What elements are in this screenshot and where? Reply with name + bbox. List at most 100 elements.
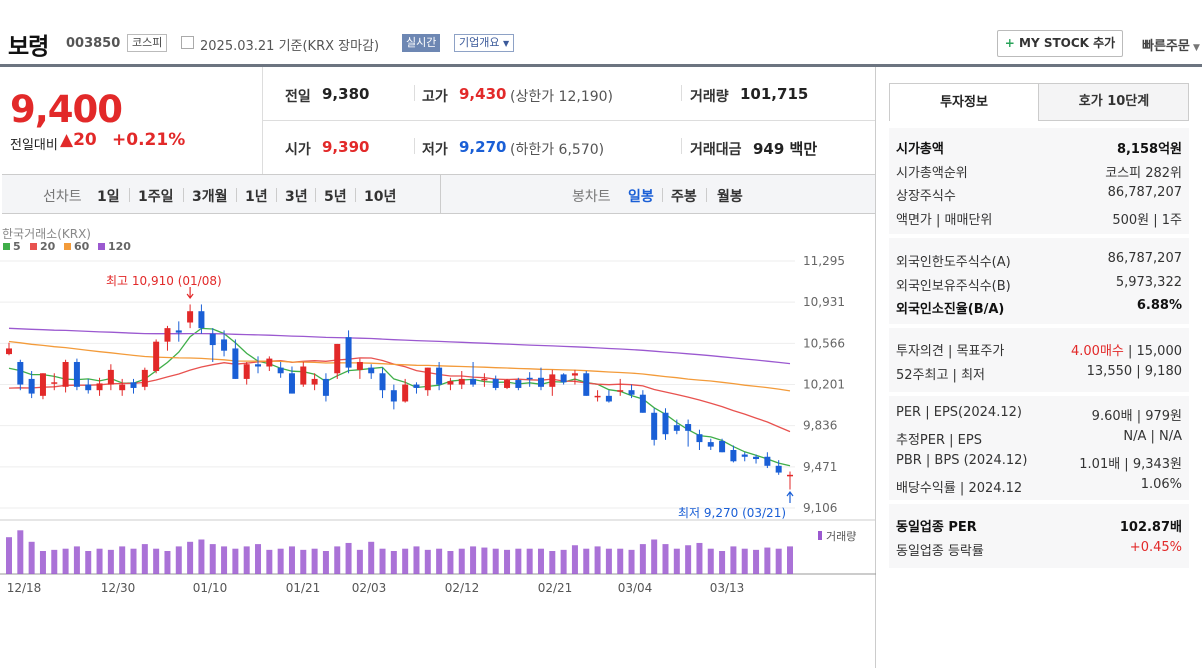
y-tick-label: 10,931	[803, 295, 845, 309]
stock-code: 003850	[66, 36, 121, 51]
info-label: 액면가 | 매매단위	[896, 212, 993, 228]
volume-bar	[356, 549, 363, 574]
candle-daily[interactable]: 일봉	[628, 189, 654, 205]
line-chart-label: 선차트	[43, 189, 82, 205]
period-1y[interactable]: 1년	[245, 189, 268, 205]
info-value: 5,973,322	[1115, 274, 1182, 290]
candle-body	[764, 456, 771, 466]
volume-bar	[187, 541, 194, 574]
info-label: 외국인소진율(B/A)	[896, 302, 1005, 317]
volume-bar	[719, 551, 726, 574]
volume-bar	[537, 548, 544, 574]
header-divider	[0, 64, 1202, 67]
info-value: +0.45%	[1129, 540, 1182, 555]
candle-body	[696, 434, 703, 443]
candle-body	[198, 311, 205, 329]
price-chart[interactable]: 한국거래소(KRX) 5 20 60 120 11,295 10,931 10,566 10…	[0, 214, 876, 595]
period-1d[interactable]: 1일	[97, 189, 120, 205]
volume-bar	[424, 549, 431, 574]
max-price-label: 최고 10,910 (01/08)	[106, 274, 222, 288]
tab-orderbook[interactable]: 호가 10단계	[1078, 94, 1150, 109]
divider	[414, 85, 415, 101]
realtime-badge[interactable]: 실시간	[402, 34, 441, 52]
candle-body	[526, 377, 533, 380]
amount-value: 949 백만	[753, 140, 818, 158]
stock-header: 보령 003850 코스피 2025.03.21 기준(KRX 장마감) 실시간…	[0, 0, 1202, 64]
x-tick-label: 02/12	[445, 581, 480, 594]
volume-bar	[741, 548, 748, 574]
divider	[183, 188, 184, 202]
volume-bar	[28, 541, 35, 574]
volume-legend-swatch	[818, 531, 822, 540]
period-5y[interactable]: 5년	[324, 189, 347, 205]
period-1w[interactable]: 1주일	[138, 189, 174, 205]
info-section	[889, 128, 1189, 234]
candle-body	[424, 367, 431, 391]
divider	[681, 85, 682, 101]
candle-body	[356, 361, 363, 370]
period-10y[interactable]: 10년	[364, 189, 397, 205]
candle-body	[787, 474, 793, 477]
candle-body	[119, 384, 126, 391]
legend-label-120: 120	[108, 240, 131, 253]
ma-line-120	[8, 327, 791, 365]
candle-body	[345, 337, 352, 368]
candle-body	[51, 382, 58, 384]
candle-body	[639, 394, 646, 413]
ma-line-60	[8, 340, 791, 392]
period-3m[interactable]: 3개월	[192, 189, 228, 205]
low-label: 저가	[422, 142, 448, 158]
info-section	[889, 396, 1189, 500]
period-3y[interactable]: 3년	[285, 189, 308, 205]
y-tick-label: 9,106	[803, 501, 837, 515]
candle-body	[651, 412, 658, 440]
candle-body	[164, 328, 171, 342]
info-value: 9.60배 | 979원	[1091, 409, 1182, 424]
volume-bar	[390, 551, 397, 574]
open-label: 시가	[285, 142, 311, 158]
change-value: ▲20	[60, 130, 97, 150]
volume-bar	[300, 549, 307, 574]
candle-monthly[interactable]: 월봉	[717, 189, 743, 205]
candle-body	[390, 390, 397, 402]
volume-bar	[560, 549, 567, 574]
tab-invest-info[interactable]: 투자정보	[889, 83, 1039, 121]
company-overview-dropdown[interactable]: 기업개요 ▼	[454, 34, 515, 52]
volume-bar	[526, 548, 533, 574]
volume-bar	[413, 546, 420, 574]
candle-body	[379, 373, 386, 391]
moving-averages	[8, 327, 791, 467]
candle-body	[96, 383, 103, 391]
volume-bar	[164, 551, 171, 574]
info-label: 동일업종 등락률	[896, 544, 984, 559]
y-axis: 11,295 10,931 10,566 10,201 9,836 9,471 9,106	[803, 254, 845, 515]
candle-body	[130, 382, 137, 388]
candle-body	[617, 390, 624, 392]
candle-body	[141, 369, 148, 387]
candle-body	[209, 333, 216, 346]
amount-label: 거래대금	[690, 142, 742, 158]
candle-body	[28, 378, 35, 394]
x-axis: 12/18 12/30 01/10 01/21 02/03 02/12 02/21 03/04…	[7, 581, 745, 595]
my-stock-add-button[interactable]: + MY STOCK 추가	[997, 30, 1123, 57]
volume-bar	[221, 546, 228, 574]
x-tick-label: 01/21	[286, 581, 321, 594]
tab-underline	[1039, 120, 1189, 121]
volume-bar	[696, 542, 703, 574]
y-tick-label: 10,566	[803, 336, 845, 350]
min-arrow-icon	[786, 491, 794, 503]
candle-body	[628, 390, 635, 395]
ma-line-20	[8, 357, 791, 433]
candles	[6, 287, 794, 503]
candle-body	[662, 412, 669, 435]
y-tick-label: 11,295	[803, 254, 845, 268]
legend-swatch-5	[3, 243, 10, 250]
volume-bar	[277, 548, 284, 574]
candle-body	[187, 311, 194, 323]
info-label: PER | EPS(2024.12)	[896, 405, 1022, 420]
candle-weekly[interactable]: 주봉	[671, 189, 697, 205]
quick-order-button[interactable]: 빠른주문 ▼	[1142, 35, 1200, 54]
candle-body	[221, 339, 228, 351]
volume-bar	[107, 549, 114, 574]
y-tick-label: 9,836	[803, 419, 837, 433]
